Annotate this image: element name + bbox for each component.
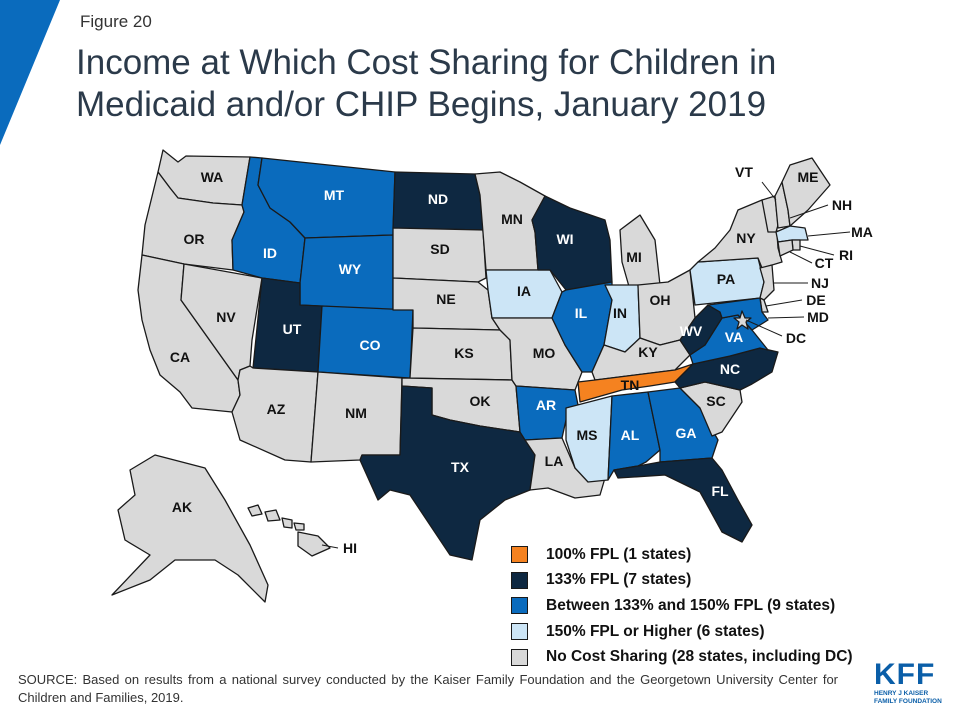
label-IA: IA: [517, 283, 531, 299]
label-NV: NV: [216, 309, 236, 325]
label-WI: WI: [556, 231, 573, 247]
label-TN: TN: [621, 377, 640, 393]
label-NH: NH: [832, 197, 852, 213]
legend-item: No Cost Sharing (28 states, including DC…: [511, 644, 853, 670]
legend-item: 150% FPL or Higher (6 states): [511, 619, 853, 645]
label-HI: HI: [343, 540, 357, 556]
label-GA: GA: [676, 425, 697, 441]
figure-label: Figure 20: [80, 12, 152, 31]
state-LA[interactable]: [524, 437, 606, 499]
legend-item: Between 133% and 150% FPL (9 states): [511, 593, 853, 619]
logo-subtitle: FAMILY FOUNDATION: [874, 698, 942, 705]
label-PA: PA: [717, 271, 735, 287]
state-FL[interactable]: [613, 457, 753, 543]
label-WA: WA: [201, 169, 224, 185]
label-VA: VA: [725, 329, 743, 345]
state-MD[interactable]: [707, 297, 769, 331]
label-CO: CO: [360, 337, 381, 353]
label-ND: ND: [428, 191, 448, 207]
page-title: Income at Which Cost Sharing for Childre…: [76, 43, 777, 124]
label-AK: AK: [172, 499, 192, 515]
label-FL: FL: [711, 483, 729, 499]
label-MT: MT: [324, 187, 345, 203]
label-MD: MD: [807, 309, 829, 325]
state-SD[interactable]: [392, 227, 487, 283]
legend-label: 150% FPL or Higher (6 states): [546, 622, 765, 640]
label-AL: AL: [621, 427, 640, 443]
label-MA: MA: [851, 224, 873, 240]
label-DE: DE: [806, 292, 825, 308]
state-AR[interactable]: [515, 385, 579, 441]
legend-item: 100% FPL (1 states): [511, 542, 853, 568]
corner-accent: [0, 0, 60, 145]
label-AZ: AZ: [267, 401, 286, 417]
label-NJ: NJ: [811, 275, 829, 291]
label-AR: AR: [536, 397, 556, 413]
legend-label: No Cost Sharing (28 states, including DC…: [546, 648, 853, 666]
legend-label: Between 133% and 150% FPL (9 states): [546, 596, 836, 614]
legend-swatch: [511, 623, 528, 641]
label-OH: OH: [650, 292, 671, 308]
logo-subtitle: HENRY J KAISER: [874, 690, 929, 697]
label-NC: NC: [720, 361, 740, 377]
label-IN: IN: [613, 305, 627, 321]
label-WY: WY: [339, 261, 362, 277]
label-UT: UT: [283, 321, 302, 337]
state-DC[interactable]: [733, 310, 752, 330]
state-TX[interactable]: [359, 385, 536, 561]
kff-logo: KFF HENRY J KAISER FAMILY FOUNDATION: [874, 660, 954, 706]
legend-item: 133% FPL (7 states): [511, 568, 853, 594]
label-NM: NM: [345, 405, 367, 421]
label-LA: LA: [545, 453, 564, 469]
state-HI[interactable]: [247, 504, 331, 557]
legend-swatch: [511, 648, 528, 666]
label-WV: WV: [680, 323, 703, 339]
legend-label: 133% FPL (7 states): [546, 571, 692, 589]
label-ID: ID: [263, 245, 277, 261]
label-VT: VT: [735, 164, 753, 180]
label-MN: MN: [501, 211, 523, 227]
legend-swatch: [511, 597, 528, 615]
logo-wordmark: KFF: [874, 658, 936, 691]
label-SD: SD: [430, 241, 449, 257]
label-KS: KS: [454, 345, 473, 361]
label-MI: MI: [626, 249, 642, 265]
state-CT[interactable]: [777, 239, 794, 257]
legend-swatch: [511, 546, 528, 564]
label-KY: KY: [638, 344, 658, 360]
label-RI: RI: [839, 247, 853, 263]
label-NY: NY: [736, 230, 756, 246]
label-CA: CA: [170, 349, 190, 365]
legend-label: 100% FPL (1 states): [546, 545, 692, 563]
label-DC: DC: [786, 330, 806, 346]
state-AK[interactable]: [111, 454, 269, 603]
label-MS: MS: [577, 427, 598, 443]
label-OR: OR: [184, 231, 205, 247]
map-legend: 100% FPL (1 states) 133% FPL (7 states) …: [511, 542, 853, 670]
label-TX: TX: [451, 459, 470, 475]
label-MO: MO: [533, 345, 556, 361]
label-CT: CT: [815, 255, 834, 271]
label-OK: OK: [470, 393, 491, 409]
label-IL: IL: [575, 305, 588, 321]
label-ME: ME: [798, 169, 819, 185]
source-note: SOURCE: Based on results from a national…: [18, 672, 838, 705]
label-NE: NE: [436, 291, 455, 307]
legend-swatch: [511, 571, 528, 589]
label-SC: SC: [706, 393, 725, 409]
state-ME[interactable]: [781, 157, 831, 227]
